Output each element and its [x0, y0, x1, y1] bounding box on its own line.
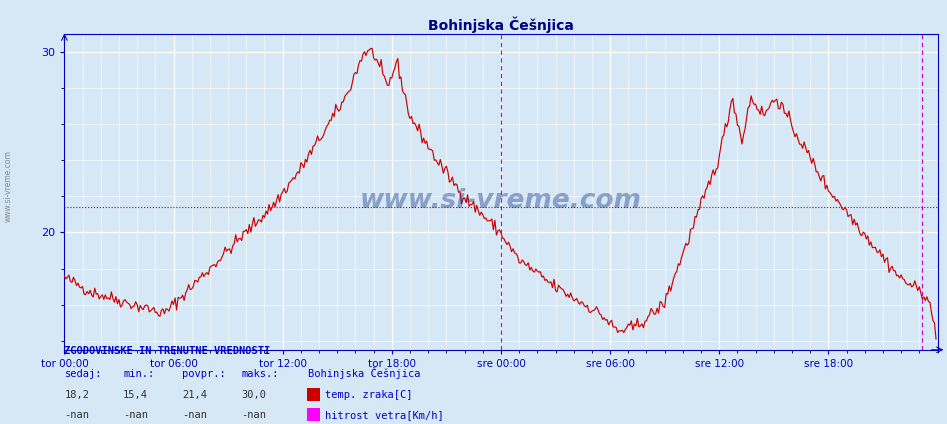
Text: -nan: -nan	[123, 410, 148, 420]
Text: povpr.:: povpr.:	[182, 369, 225, 379]
Text: temp. zraka[C]: temp. zraka[C]	[325, 390, 412, 400]
Text: 15,4: 15,4	[123, 390, 148, 400]
Text: Bohinjska Češnjica: Bohinjska Češnjica	[308, 367, 420, 379]
Text: 18,2: 18,2	[64, 390, 89, 400]
Text: www.si-vreme.com: www.si-vreme.com	[4, 151, 13, 223]
Text: 21,4: 21,4	[182, 390, 206, 400]
Text: -nan: -nan	[241, 410, 266, 420]
Text: -nan: -nan	[182, 410, 206, 420]
Title: Bohinjska Češnjica: Bohinjska Češnjica	[428, 16, 574, 33]
Text: maks.:: maks.:	[241, 369, 279, 379]
Text: sedaj:: sedaj:	[64, 369, 102, 379]
Text: hitrost vetra[Km/h]: hitrost vetra[Km/h]	[325, 410, 443, 420]
Text: -nan: -nan	[64, 410, 89, 420]
Text: www.si-vreme.com: www.si-vreme.com	[360, 188, 642, 215]
Text: ZGODOVINSKE IN TRENUTNE VREDNOSTI: ZGODOVINSKE IN TRENUTNE VREDNOSTI	[64, 346, 271, 356]
Text: min.:: min.:	[123, 369, 154, 379]
Text: 30,0: 30,0	[241, 390, 266, 400]
